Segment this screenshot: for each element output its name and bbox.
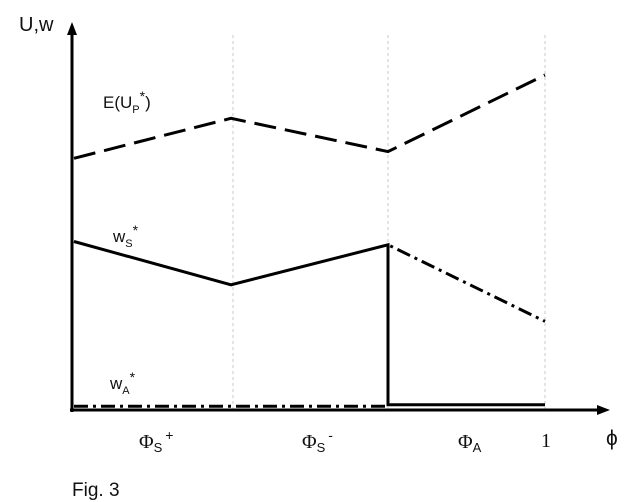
x-end-tick-label: 1 (541, 430, 551, 452)
x-axis-arrow (597, 405, 610, 415)
region-label-phi-a: ΦA (458, 431, 482, 455)
y-axis-label: U,w (19, 14, 54, 36)
series-line-1 (73, 240, 545, 407)
series-label-wa: wA* (109, 369, 136, 397)
series-label-ws: wS* (112, 222, 139, 250)
x-axis-label: ϕ (606, 427, 618, 450)
series-line-2 (74, 242, 546, 408)
axes (70, 32, 598, 412)
region-label-phi-s-plus: ΦS+ (139, 427, 173, 455)
series-line-0 (73, 73, 546, 160)
y-axis-arrow (67, 22, 77, 35)
series-label-eup: E(UP*) (103, 88, 151, 116)
region-label-phi-s-minus: ΦS- (302, 427, 333, 455)
figure-caption: Fig. 3 (72, 480, 120, 501)
series-layer (73, 73, 546, 408)
